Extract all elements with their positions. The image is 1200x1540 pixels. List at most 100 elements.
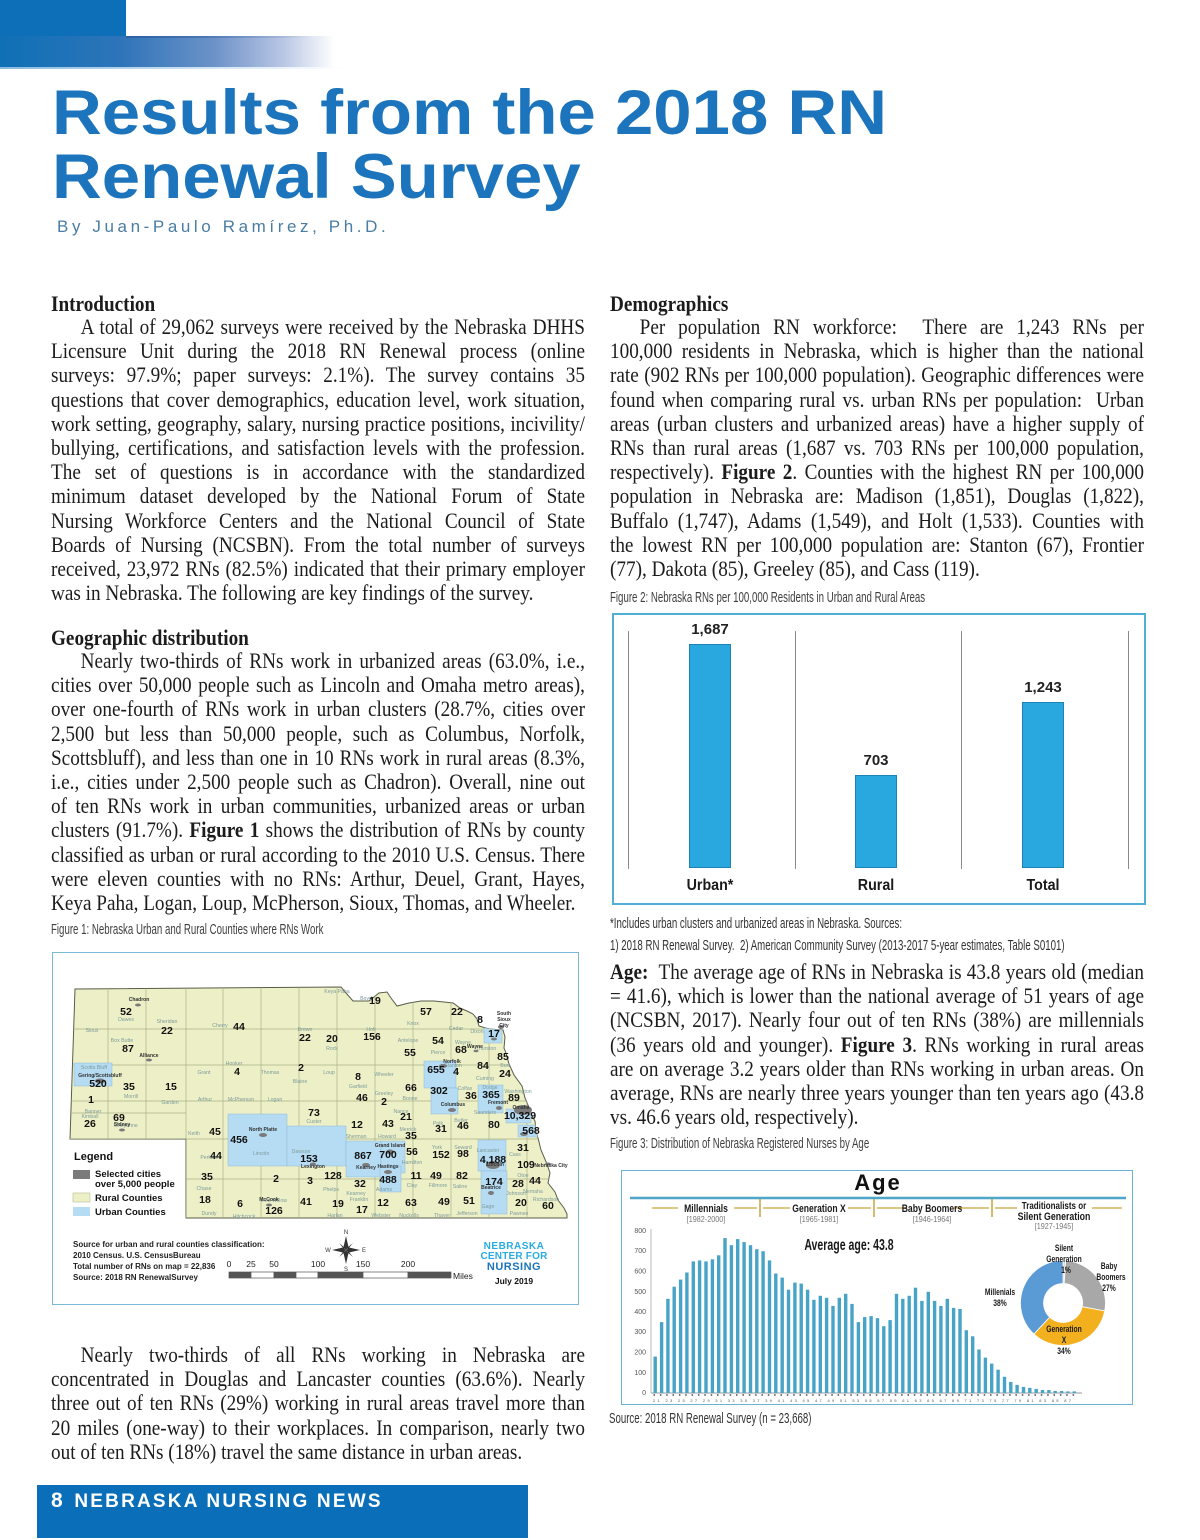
svg-text:153: 153	[300, 1153, 318, 1165]
svg-text:Generation X: Generation X	[792, 1203, 846, 1215]
svg-text:19: 19	[369, 995, 381, 1007]
svg-text:17: 17	[356, 1204, 368, 1216]
svg-text:S: S	[344, 1267, 348, 1273]
svg-text:Red Willow: Red Willow	[261, 1198, 287, 1204]
svg-text:456: 456	[230, 1134, 248, 1146]
svg-text:300: 300	[634, 1329, 646, 1336]
svg-text:98: 98	[457, 1148, 469, 1160]
svg-text:Boyd: Boyd	[360, 996, 372, 1002]
svg-text:Banner: Banner	[85, 1109, 102, 1115]
svg-text:69: 69	[113, 1112, 125, 1124]
svg-text:3: 3	[307, 1175, 313, 1187]
svg-text:Selected cities: Selected cities	[95, 1169, 161, 1180]
svg-text:Generation: Generation	[1046, 1254, 1082, 1264]
svg-text:22: 22	[451, 1006, 463, 1018]
svg-text:City: City	[499, 1023, 509, 1029]
svg-text:66: 66	[405, 1082, 417, 1094]
svg-text:21 23 25 27 29 31 33 35 37 39: 21 23 25 27 29 31 33 35 37 39 41 43 45 4…	[653, 1398, 1073, 1403]
svg-text:Lancaster: Lancaster	[477, 1148, 500, 1154]
svg-text:Dawes: Dawes	[118, 1017, 134, 1023]
svg-text:44: 44	[210, 1150, 222, 1162]
svg-text:Cheyenne: Cheyenne	[114, 1123, 138, 1129]
svg-text:McCook: McCook	[259, 1197, 279, 1203]
svg-text:Knox: Knox	[407, 1021, 419, 1027]
svg-text:Baby: Baby	[1101, 1261, 1118, 1271]
svg-text:400: 400	[634, 1309, 646, 1316]
svg-text:NEBRASKA: NEBRASKA	[484, 1241, 545, 1252]
svg-text:32: 32	[354, 1178, 366, 1190]
svg-text:700: 700	[634, 1248, 646, 1255]
svg-text:[1965-1981]: [1965-1981]	[800, 1214, 839, 1224]
svg-text:4: 4	[234, 1066, 240, 1078]
svg-text:McPherson: McPherson	[228, 1097, 254, 1103]
svg-text:568: 568	[522, 1125, 540, 1137]
svg-text:Dundy: Dundy	[202, 1211, 217, 1217]
svg-text:82: 82	[456, 1170, 468, 1182]
svg-text:Thomas: Thomas	[261, 1070, 280, 1076]
svg-text:365: 365	[482, 1089, 500, 1101]
svg-text:Miles: Miles	[453, 1271, 473, 1281]
svg-text:6: 6	[237, 1198, 243, 1210]
svg-text:Harlan: Harlan	[327, 1213, 342, 1219]
svg-text:[1982-2000]: [1982-2000]	[687, 1214, 726, 1224]
svg-text:2010 Census. U.S. CensusBureau: 2010 Census. U.S. CensusBureau	[73, 1251, 201, 1260]
svg-text:Norfolk: Norfolk	[443, 1059, 461, 1065]
svg-text:July 2019: July 2019	[495, 1276, 534, 1286]
svg-text:0: 0	[642, 1390, 646, 1397]
svg-text:Seward: Seward	[454, 1145, 472, 1151]
svg-text:Nebraska City: Nebraska City	[534, 1163, 568, 1169]
svg-text:28: 28	[512, 1178, 524, 1190]
svg-text:19: 19	[332, 1198, 344, 1210]
svg-text:NURSING: NURSING	[487, 1261, 541, 1273]
svg-text:0: 0	[227, 1259, 232, 1269]
svg-text:Garden: Garden	[161, 1100, 178, 1106]
svg-text:44: 44	[233, 1021, 245, 1033]
svg-text:38%: 38%	[993, 1298, 1006, 1308]
svg-text:Perkins: Perkins	[200, 1155, 218, 1161]
svg-text:35: 35	[405, 1130, 417, 1142]
svg-text:54: 54	[432, 1035, 444, 1047]
svg-text:100: 100	[311, 1259, 325, 1269]
svg-text:55: 55	[404, 1047, 416, 1059]
svg-text:Gering/Scottsbluff: Gering/Scottsbluff	[78, 1073, 122, 1079]
svg-text:Kearney: Kearney	[356, 1165, 376, 1171]
svg-text:Sioux: Sioux	[86, 1028, 99, 1034]
svg-text:Sidney: Sidney	[114, 1122, 131, 1128]
svg-text:Rural Counties: Rural Counties	[95, 1193, 163, 1204]
svg-text:Beatrice: Beatrice	[481, 1185, 501, 1191]
svg-text:20: 20	[515, 1197, 527, 1209]
svg-text:52: 52	[120, 1006, 132, 1018]
svg-text:Sheridan: Sheridan	[157, 1019, 178, 1025]
svg-text:Webster: Webster	[371, 1213, 390, 1219]
svg-text:Lincoln: Lincoln	[486, 1162, 504, 1168]
svg-text:Rock: Rock	[326, 1046, 338, 1052]
svg-text:Greeley: Greeley	[375, 1091, 394, 1097]
svg-text:126: 126	[265, 1205, 283, 1217]
svg-text:Keya Paha: Keya Paha	[324, 989, 349, 995]
svg-text:Millenials: Millenials	[985, 1287, 1016, 1297]
svg-text:Source: 2018 RN RenewalSurvey: Source: 2018 RN RenewalSurvey	[73, 1273, 198, 1282]
svg-text:Howard: Howard	[378, 1134, 396, 1140]
svg-text:31: 31	[435, 1123, 447, 1135]
svg-text:Dixon: Dixon	[470, 1029, 483, 1035]
svg-text:Stanton: Stanton	[444, 1063, 462, 1069]
svg-text:Cass: Cass	[509, 1152, 521, 1158]
svg-text:[1927-1945]: [1927-1945]	[1035, 1221, 1074, 1231]
svg-text:Pawnee: Pawnee	[510, 1211, 529, 1217]
svg-text:Morrill: Morrill	[124, 1094, 138, 1100]
svg-text:Washington: Washington	[504, 1089, 531, 1095]
svg-text:21: 21	[400, 1111, 412, 1123]
svg-text:Chase: Chase	[197, 1186, 212, 1192]
svg-text:Thurston: Thurston	[476, 1046, 497, 1052]
svg-text:Richardson: Richardson	[533, 1197, 559, 1203]
svg-text:34%: 34%	[1057, 1346, 1070, 1356]
svg-text:Cherry: Cherry	[212, 1023, 228, 1029]
svg-text:Total number of RNs on map = 2: Total number of RNs on map = 22,836	[73, 1262, 216, 1271]
svg-text:Columbus: Columbus	[441, 1102, 466, 1108]
svg-text:Wayne: Wayne	[467, 1044, 483, 1050]
svg-text:51: 51	[463, 1195, 475, 1207]
svg-text:Holt: Holt	[366, 1027, 376, 1033]
svg-text:10,329: 10,329	[504, 1110, 536, 1122]
svg-text:South: South	[497, 1011, 511, 1017]
svg-text:156: 156	[363, 1031, 381, 1043]
